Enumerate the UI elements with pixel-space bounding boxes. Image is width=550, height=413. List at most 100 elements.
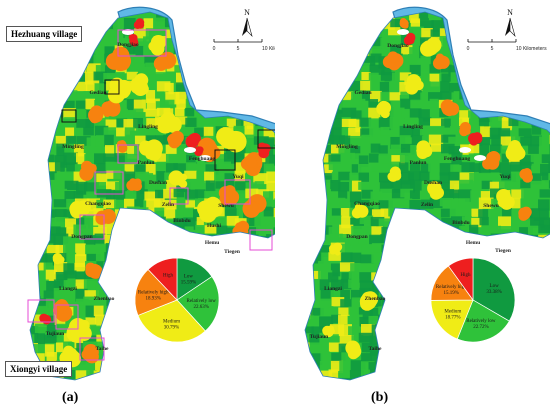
place-label: Hushi	[207, 223, 222, 229]
study-area-box	[117, 144, 139, 164]
place-label: Zelin	[162, 202, 174, 208]
scale-label: 5	[237, 46, 240, 52]
pie-value-medium: 18.77%	[445, 316, 460, 321]
place-label: Shewu	[483, 203, 499, 209]
place-label: Liangzi	[59, 286, 77, 292]
place-label: Dongjiao	[117, 42, 139, 48]
study-area-box	[94, 171, 124, 195]
place-label: Taihe	[96, 346, 110, 352]
place-label: Binbdu	[173, 218, 190, 224]
caption-a: (a)	[62, 390, 79, 405]
north-label: N	[244, 8, 250, 17]
place-label: Mingling	[336, 144, 358, 150]
place-label: Dushan	[149, 180, 167, 186]
pie-label-low: Low	[184, 275, 194, 280]
study-area-box	[224, 179, 251, 205]
scale-bar: 0 5 10 Kilometers	[467, 39, 547, 52]
pie-label-high: High	[461, 273, 472, 278]
place-label: Gedian	[354, 90, 371, 96]
pie-label-low: Low	[490, 284, 500, 289]
north-arrow-icon	[505, 17, 516, 38]
place-label: Fenghuang	[444, 156, 471, 162]
pie-label-relatively_low: Relatively low	[466, 319, 496, 324]
place-label: Zelin	[421, 202, 433, 208]
pie-value-relatively_high: 18.93%	[146, 297, 161, 302]
pie-slice-medium	[430, 299, 474, 340]
pie-slice-relatively_high	[134, 268, 178, 316]
place-label: Taihe	[369, 346, 383, 352]
map-panel-a: Dongjiao Gedian Lingling Mingling Panlun Feng…	[5, 6, 275, 405]
place-label: Hemu	[466, 240, 480, 246]
study-area-box	[27, 299, 55, 323]
place-label: Hemu	[205, 240, 219, 246]
pie-label-relatively_high: Relatively high	[436, 285, 467, 290]
place-label: Dongpan	[346, 234, 367, 240]
pie-label-high: High	[163, 273, 174, 278]
land-area	[30, 12, 275, 380]
scale-label: 10 Kilometers	[516, 46, 547, 52]
place-label: Tiegen	[224, 249, 240, 255]
study-area-box	[55, 304, 79, 330]
scale-label: 0	[467, 46, 470, 52]
place-label: Tujiaun	[46, 331, 64, 337]
north-arrow-icon	[242, 17, 253, 38]
scale-label: 0	[213, 46, 216, 52]
pie-label-medium: Medium	[444, 310, 461, 315]
pie-slice-relatively_low	[456, 299, 510, 343]
caption-b: (b)	[371, 390, 389, 405]
place-label: Changqiao	[354, 201, 380, 207]
pie-label-medium: Medium	[163, 320, 180, 325]
pie-label-relatively_low: Relatively low	[187, 299, 217, 304]
study-area-box	[214, 149, 236, 171]
study-area-box	[61, 109, 77, 123]
study-area-box	[249, 229, 273, 251]
callout-xiongyi: Xiongyi village	[5, 361, 73, 377]
place-label: Fenghuang	[189, 156, 216, 162]
study-area-box	[117, 29, 167, 57]
pie-slice-low	[472, 257, 516, 322]
place-label: Mingling	[62, 144, 84, 150]
place-label: Zhenbao	[365, 296, 386, 302]
pie-slice-high	[447, 257, 474, 302]
place-label: Binbdu	[452, 220, 469, 226]
place-label: Lingling	[403, 124, 423, 130]
map-a: Dongjiao Gedian Lingling Mingling Panlun Feng…	[27, 6, 275, 381]
place-label: Shewu	[218, 203, 234, 209]
pie-value-low: 15.59%	[181, 281, 196, 286]
pie-value-low: 33.38%	[486, 290, 501, 295]
pie-slice-relatively_low	[176, 276, 220, 332]
place-label: Panlun	[410, 160, 427, 166]
pie-label-relatively_high: Relatively high	[138, 291, 169, 296]
place-label: Lingling	[138, 124, 158, 130]
place-label: Tiegen	[495, 248, 511, 254]
place-label: Dushan	[424, 180, 442, 186]
place-label: Dongjiao	[387, 43, 409, 49]
pie-slice-high	[147, 257, 178, 301]
callout-hezhuang: Hezhuang village	[6, 26, 83, 42]
place-label: Zhenbao	[94, 296, 115, 302]
map-b: Dongjiao Gedian Lingling Mingling Panlun Feng…	[304, 6, 550, 381]
pie-value-relatively_high: 15.19%	[444, 291, 459, 296]
place-label: Tujiaun	[310, 334, 328, 340]
study-area-box	[169, 187, 189, 205]
place-label: Gedian	[89, 90, 106, 96]
pie-value-medium: 30.79%	[164, 326, 179, 331]
north-label: N	[507, 8, 513, 17]
scale-label: 10 Kilomet	[262, 46, 275, 52]
pie-slice-medium	[137, 299, 206, 343]
place-label: Yuqi	[232, 174, 244, 180]
pie-value-relatively_low: 22.72%	[473, 325, 488, 330]
place-label: Panlun	[138, 160, 155, 166]
place-label: Yuqi	[499, 174, 511, 180]
map-panel-b: Dongjiao Gedian Lingling Mingling Panlun Feng…	[275, 0, 550, 413]
scale-label: 5	[491, 46, 494, 52]
study-area-box	[79, 337, 105, 361]
pie-value-relatively_low: 22.63%	[193, 305, 208, 310]
place-label: Dongpan	[71, 234, 92, 240]
place-label: Changqiao	[85, 201, 111, 207]
study-area-box	[79, 214, 105, 240]
scale-bar: 0 5 10 Kilomet	[213, 39, 275, 52]
place-label: Liangzi	[324, 286, 342, 292]
